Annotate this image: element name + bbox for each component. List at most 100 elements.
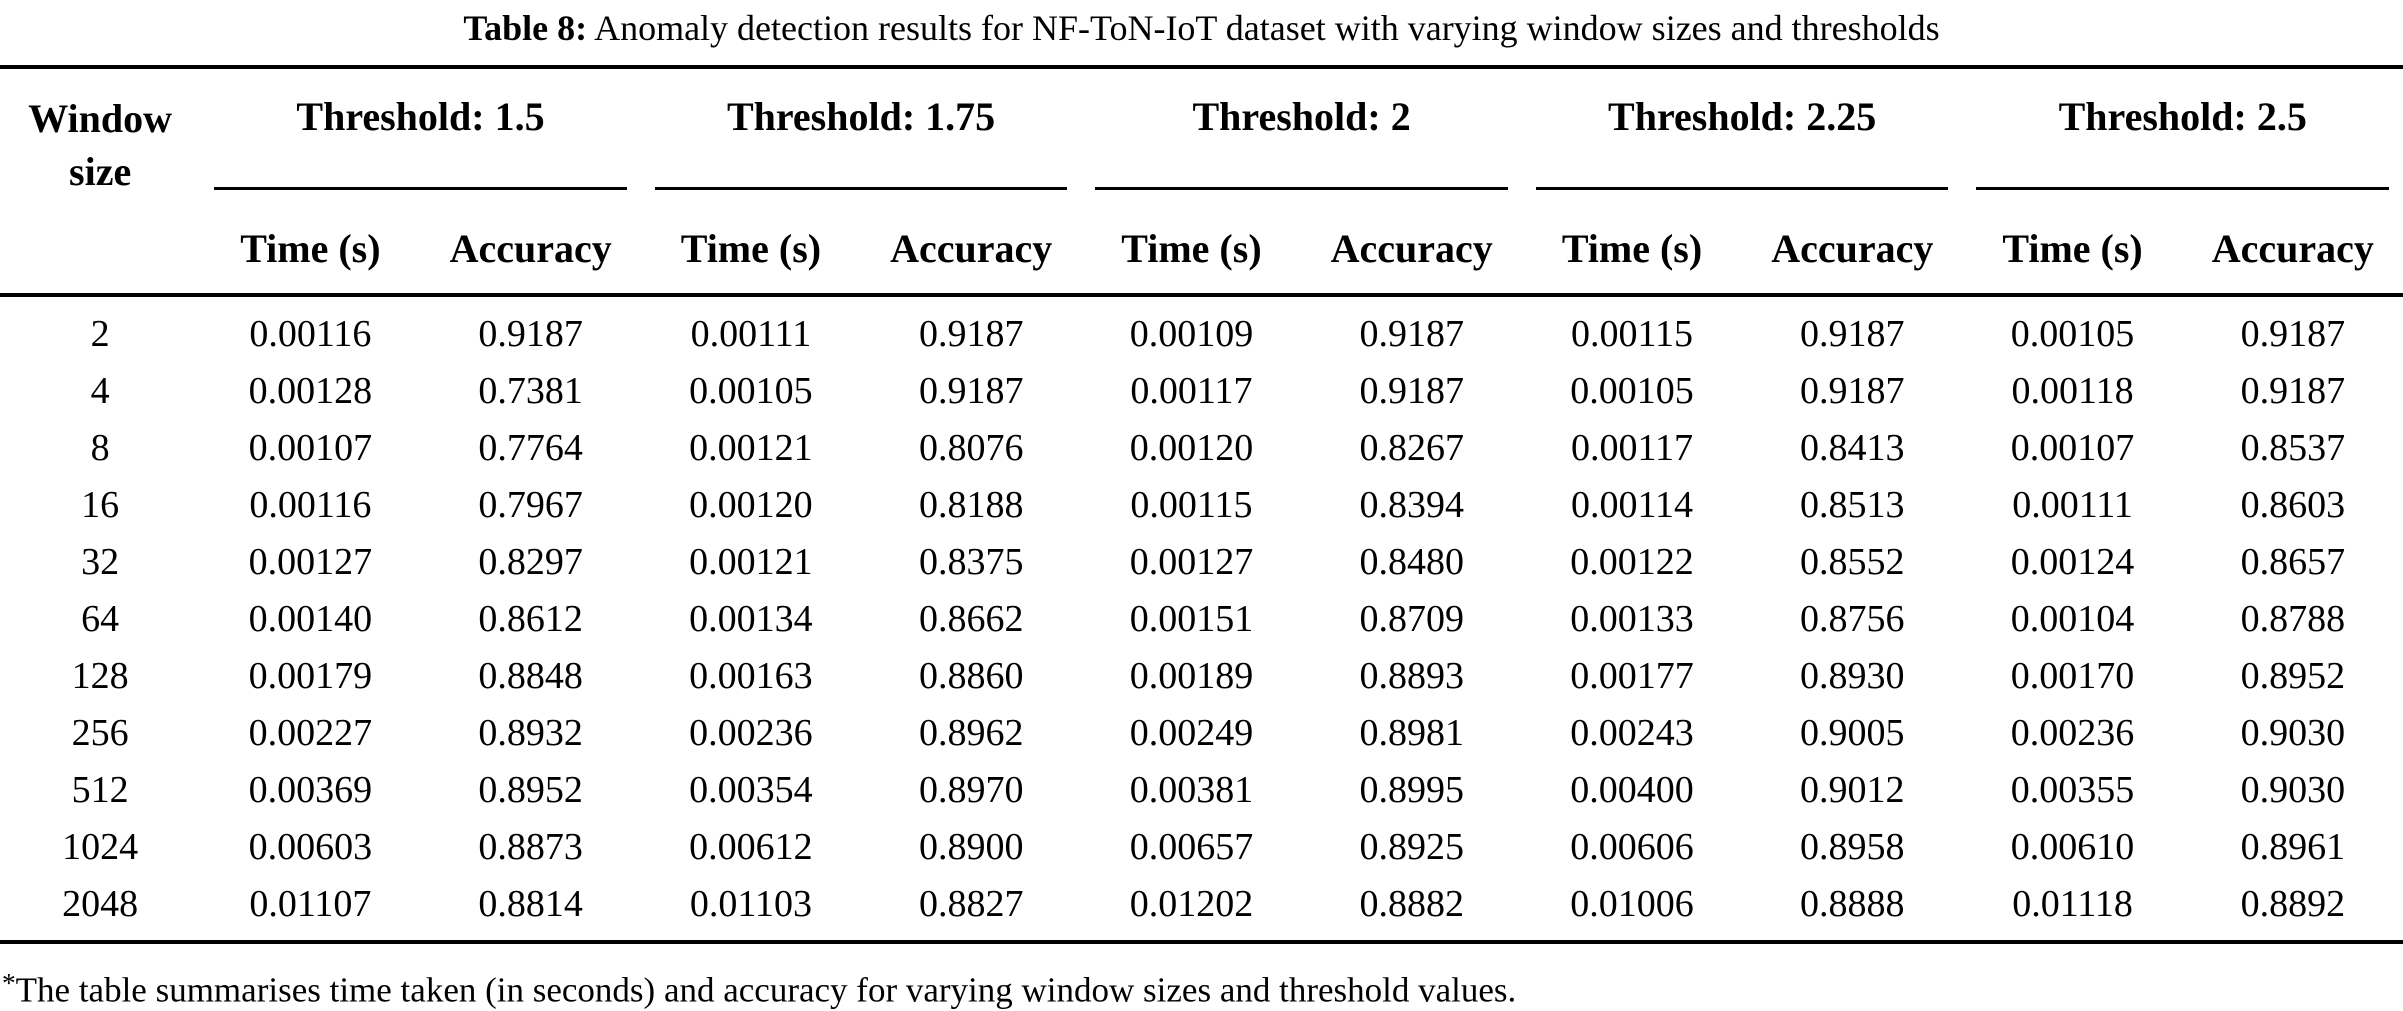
accuracy-cell: 0.9187: [1800, 312, 1905, 355]
accuracy-cell: 0.8188: [918, 483, 1024, 526]
time-cell: 0.00104: [2010, 597, 2135, 640]
accuracy-header: Accuracy: [420, 203, 641, 297]
time-cell: 0.00236: [689, 711, 813, 754]
group-rule-cell: [1962, 173, 2403, 203]
time-cell: 0.00355: [2010, 768, 2135, 811]
time-cell: 0.00354: [689, 768, 813, 811]
time-cell: 0.00105: [689, 369, 813, 412]
accuracy-cell: 0.8981: [1359, 711, 1464, 754]
time-cell: 0.00109: [1129, 312, 1254, 355]
group-rule-cell: [200, 173, 641, 203]
time-header: Time (s): [1521, 203, 1743, 297]
accuracy-cell: 0.8603: [2240, 483, 2346, 526]
time-cell: 0.00606: [1570, 825, 1694, 868]
accuracy-cell: 0.9030: [2240, 768, 2346, 811]
accuracy-cell: 0.9005: [1800, 711, 1905, 754]
table-row: 256 0.00227 0.8932 0.00236 0.8962 0.00249 0.89…: [0, 704, 2403, 761]
accuracy-cell: 0.8076: [918, 426, 1024, 469]
time-cell: 0.00236: [2010, 711, 2135, 754]
time-cell: 0.00122: [1570, 540, 1694, 583]
time-cell: 0.00107: [2010, 426, 2135, 469]
window-size-cell: 128: [71, 654, 129, 697]
footnote-text: The table summarises time taken (in seco…: [15, 970, 1517, 1010]
table-row: 2 0.00116 0.9187 0.00111 0.9187 0.00109 0.9187…: [0, 295, 2403, 362]
time-cell: 0.00177: [1570, 654, 1694, 697]
window-size-cell: 2048: [62, 882, 139, 925]
threshold-header-5: Threshold: 2.5: [2058, 94, 2307, 139]
time-cell: 0.00170: [2010, 654, 2135, 697]
accuracy-cell: 0.8297: [478, 540, 583, 583]
time-cell: 0.00115: [1570, 312, 1694, 355]
accuracy-cell: 0.9187: [478, 312, 583, 355]
time-cell: 0.00140: [248, 597, 373, 640]
accuracy-cell: 0.7381: [478, 369, 583, 412]
accuracy-cell: 0.8962: [918, 711, 1024, 754]
accuracy-cell: 0.8513: [1800, 483, 1905, 526]
window-size-cell: 64: [81, 597, 120, 640]
time-header: Time (s): [1962, 203, 2183, 297]
accuracy-cell: 0.8827: [918, 882, 1024, 925]
time-cell: 0.00115: [1130, 483, 1253, 526]
accuracy-cell: 0.9187: [2240, 369, 2346, 412]
table-caption-text: Anomaly detection results for NF-ToN-IoT…: [594, 8, 1940, 48]
table-body: 2 0.00116 0.9187 0.00111 0.9187 0.00109 0.9187…: [0, 295, 2403, 942]
time-cell: 0.00381: [1129, 768, 1254, 811]
time-cell: 0.00114: [1570, 483, 1694, 526]
accuracy-cell: 0.9187: [1800, 369, 1905, 412]
time-cell: 0.01103: [689, 882, 812, 925]
table-caption-label: Table 8:: [463, 8, 588, 48]
time-cell: 0.01107: [249, 882, 372, 925]
time-cell: 0.00111: [2012, 483, 2133, 526]
accuracy-cell: 0.8814: [478, 882, 583, 925]
time-cell: 0.00105: [1570, 369, 1694, 412]
accuracy-cell: 0.8893: [1359, 654, 1464, 697]
time-cell: 0.00127: [248, 540, 373, 583]
accuracy-cell: 0.8882: [1359, 882, 1464, 925]
time-cell: 0.00117: [1130, 369, 1253, 412]
accuracy-cell: 0.8888: [1800, 882, 1905, 925]
time-cell: 0.00657: [1129, 825, 1254, 868]
time-cell: 0.00111: [690, 312, 812, 355]
window-size-cell: 256: [71, 711, 129, 754]
time-cell: 0.00249: [1129, 711, 1254, 754]
time-cell: 0.00124: [2010, 540, 2135, 583]
group-rule-cell: [1081, 173, 1522, 203]
accuracy-cell: 0.9012: [1800, 768, 1905, 811]
accuracy-cell: 0.9187: [2240, 312, 2346, 355]
threshold-header-4: Threshold: 2.25: [1608, 94, 1877, 139]
time-cell: 0.00369: [248, 768, 373, 811]
accuracy-cell: 0.8657: [2240, 540, 2346, 583]
accuracy-header: Accuracy: [2182, 203, 2403, 297]
window-size-cell: 4: [90, 369, 110, 412]
window-size-header-line1: Window: [28, 96, 172, 141]
time-cell: 0.00116: [249, 312, 372, 355]
footnote-marker: *: [2, 968, 16, 998]
accuracy-cell: 0.8788: [2240, 597, 2346, 640]
accuracy-cell: 0.8480: [1359, 540, 1464, 583]
group-rule: [1535, 186, 1949, 190]
threshold-header-row: Window size Threshold: 1.5 Threshold: 1.…: [0, 67, 2403, 297]
accuracy-cell: 0.8930: [1800, 654, 1905, 697]
accuracy-cell: 0.8932: [478, 711, 583, 754]
time-cell: 0.00134: [689, 597, 813, 640]
time-cell: 0.00610: [2010, 825, 2135, 868]
table-row: 512 0.00369 0.8952 0.00354 0.8970 0.00381 0.89…: [0, 761, 2403, 818]
time-cell: 0.00243: [1570, 711, 1694, 754]
threshold-header-2: Threshold: 1.75: [726, 94, 996, 139]
time-cell: 0.00127: [1129, 540, 1254, 583]
window-size-cell: 16: [81, 483, 120, 526]
accuracy-cell: 0.8995: [1359, 768, 1464, 811]
time-cell: 0.01118: [2012, 882, 2133, 925]
subheader-row: Time (s) Accuracy Time (s) Accuracy Time…: [0, 203, 2403, 297]
accuracy-cell: 0.8848: [478, 654, 583, 697]
accuracy-cell: 0.8537: [2240, 426, 2346, 469]
time-cell: 0.01202: [1129, 882, 1254, 925]
group-rule: [1976, 186, 2389, 190]
accuracy-cell: 0.8961: [2240, 825, 2346, 868]
accuracy-cell: 0.8756: [1800, 597, 1905, 640]
time-cell: 0.00118: [2011, 369, 2134, 412]
accuracy-cell: 0.8873: [478, 825, 583, 868]
time-cell: 0.00120: [1129, 426, 1254, 469]
accuracy-cell: 0.8552: [1800, 540, 1905, 583]
time-cell: 0.00227: [248, 711, 373, 754]
